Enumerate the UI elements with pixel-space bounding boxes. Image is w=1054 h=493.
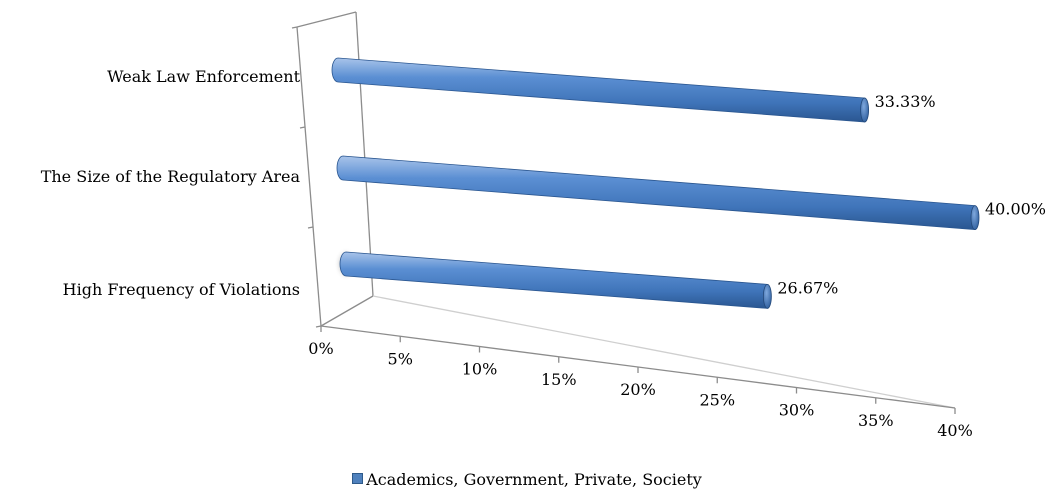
x-tick-label: 35% xyxy=(858,411,894,430)
x-tick-label: 15% xyxy=(541,370,577,389)
bar-end-cap xyxy=(860,97,870,123)
category-labels: High Frequency of Violations The Size of … xyxy=(41,67,301,299)
legend-label: Academics, Government, Private, Society xyxy=(366,470,702,489)
x-tick-label: 25% xyxy=(699,390,735,409)
bar-end-cap xyxy=(970,205,980,231)
bars xyxy=(331,57,980,309)
bar xyxy=(331,57,869,123)
category-label: The Size of the Regulatory Area xyxy=(41,167,301,186)
legend: Academics, Government, Private, Society xyxy=(0,470,1054,489)
x-tick-label: 30% xyxy=(779,401,815,420)
data-label: 40.00% xyxy=(985,200,1046,219)
x-tick-label: 40% xyxy=(937,421,973,440)
category-label: Weak Law Enforcement xyxy=(107,67,300,86)
x-tick-label: 5% xyxy=(388,349,413,368)
bar-end-cap xyxy=(762,283,772,309)
bar xyxy=(339,251,771,309)
x-tick-label: 10% xyxy=(462,360,498,379)
category-label: High Frequency of Violations xyxy=(63,280,300,299)
x-axis-ticks: 0% 5% 10% 15% 20% 25% 30% 35% 40% xyxy=(308,326,973,440)
data-labels: 26.67% 40.00% 33.33% xyxy=(777,92,1046,297)
data-label: 33.33% xyxy=(875,92,936,111)
x-tick-label: 20% xyxy=(620,380,656,399)
y-axis-ticks xyxy=(291,26,322,328)
x-tick-label: 0% xyxy=(308,339,333,358)
legend-swatch xyxy=(352,473,364,484)
bar xyxy=(336,155,979,231)
data-label: 26.67% xyxy=(777,278,838,297)
